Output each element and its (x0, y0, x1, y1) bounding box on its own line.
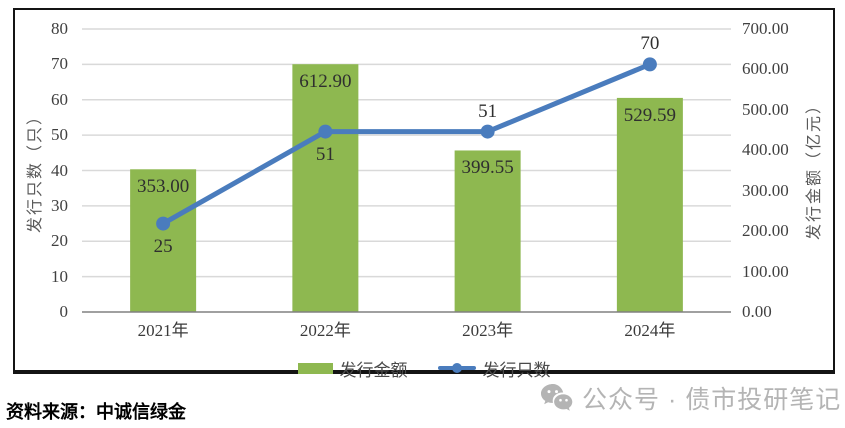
point-value-label: 25 (153, 235, 173, 257)
right-axis-tick: 300.00 (742, 180, 789, 200)
legend-label-count: 发行只数 (482, 360, 551, 380)
point-value-label: 51 (315, 143, 335, 165)
left-axis-tick: 50 (51, 125, 68, 145)
chart-frame (13, 8, 835, 374)
right-axis-tick: 200.00 (742, 221, 789, 241)
bar-2021年 (130, 169, 197, 312)
watermark-text: 公众号 · 债市投研笔记 (582, 386, 842, 414)
left-axis-tick: 60 (51, 89, 68, 109)
line-marker (642, 57, 657, 72)
wechat-icon (541, 384, 573, 411)
right-axis-tick: 600.00 (742, 59, 789, 79)
left-axis-tick: 20 (51, 231, 68, 251)
x-axis-label: 2021年 (137, 321, 189, 340)
bar-value-label: 353.00 (137, 176, 190, 198)
right-axis-tick: 100.00 (742, 261, 789, 281)
right-axis-tick: 500.00 (742, 99, 789, 119)
right-axis-tick: 700.00 (742, 19, 789, 38)
x-axis-label: 2023年 (462, 321, 514, 340)
line-marker (156, 216, 171, 231)
right-axis-tick: 400.00 (742, 140, 789, 160)
bar-2023年 (454, 150, 521, 312)
source-note: 资料来源：中诚信绿金 (6, 402, 186, 422)
bar-value-label: 529.59 (623, 104, 676, 126)
line-marker (318, 124, 333, 139)
left-axis-tick: 70 (51, 54, 68, 74)
left-axis-tick: 30 (51, 195, 68, 215)
left-axis-tick: 0 (59, 302, 69, 321)
left-axis-tick: 10 (51, 266, 68, 286)
legend-item-count: 发行只数 (437, 356, 551, 381)
right-axis-title: 发行金额（亿元） (806, 95, 823, 241)
bar-2022年 (292, 64, 359, 312)
point-value-label: 70 (640, 33, 660, 55)
bar-swatch-icon (297, 362, 333, 374)
line-swatch-icon (437, 362, 476, 374)
bar-value-label: 612.90 (299, 71, 352, 93)
issuance-count-line (160, 61, 653, 227)
left-axis-tick: 40 (51, 160, 68, 180)
line-marker (480, 124, 495, 139)
legend-label-amount: 发行金额 (339, 360, 408, 380)
x-axis-label: 2022年 (299, 321, 351, 340)
watermark: 公众号 · 债市投研笔记 (540, 380, 841, 416)
legend: 发行金额 发行只数 (13, 356, 835, 380)
left-axis-tick: 80 (51, 19, 68, 38)
bar-value-label: 399.55 (461, 157, 514, 179)
x-axis-label: 2024年 (624, 321, 676, 340)
legend-item-amount: 发行金额 (297, 356, 408, 381)
left-axis-title: 发行只数（只） (27, 106, 44, 234)
right-axis-tick: 0.00 (742, 302, 772, 321)
point-value-label: 51 (478, 100, 498, 122)
bar-2024年 (616, 97, 683, 313)
